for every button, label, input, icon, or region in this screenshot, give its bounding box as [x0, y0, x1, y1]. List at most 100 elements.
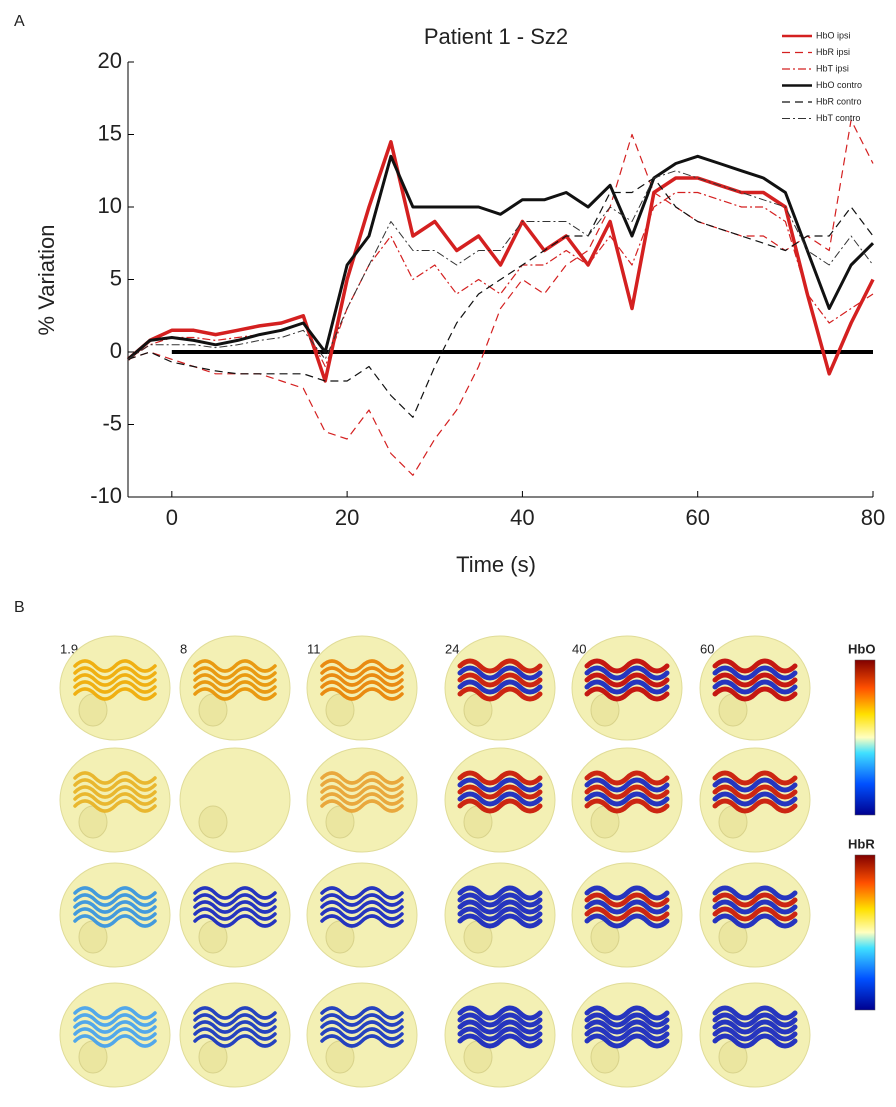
activation — [584, 913, 670, 929]
activation — [712, 686, 798, 702]
activation — [457, 784, 543, 800]
activation — [73, 778, 157, 792]
activation — [457, 906, 543, 922]
data-line — [126, 140, 875, 383]
activation — [584, 899, 670, 915]
activation — [457, 777, 543, 793]
activation — [584, 679, 670, 695]
x-tick-label: 60 — [685, 505, 709, 530]
activation — [73, 900, 157, 914]
activation — [193, 666, 277, 680]
time-label: 8 — [180, 641, 187, 656]
activation — [712, 777, 798, 793]
activation — [193, 1020, 277, 1034]
colorbar-title: HbR — [848, 836, 875, 851]
activation — [584, 892, 670, 908]
colorbar-title: HbO — [848, 641, 875, 656]
activation — [584, 906, 670, 922]
panel-label: A — [14, 13, 25, 30]
activation — [73, 1013, 157, 1027]
legend-label: HbO ipsi — [816, 30, 851, 40]
activation — [712, 798, 798, 814]
activation — [320, 687, 404, 701]
activation — [320, 1020, 404, 1034]
activation — [457, 672, 543, 688]
activation — [712, 1026, 798, 1042]
legend-label: HbR ipsi — [816, 47, 850, 57]
data-line — [127, 177, 874, 418]
activation — [712, 672, 798, 688]
activation — [457, 1026, 543, 1042]
activation — [457, 885, 543, 901]
activation — [193, 1034, 277, 1048]
activation — [457, 770, 543, 786]
activation — [457, 1012, 543, 1028]
activation — [320, 1013, 404, 1027]
activation — [320, 1027, 404, 1041]
panel-label: B — [14, 599, 25, 616]
chart-title: Patient 1 - Sz2 — [424, 24, 568, 49]
activation — [73, 666, 157, 680]
activation — [712, 1005, 798, 1021]
x-tick-label: 20 — [335, 505, 359, 530]
activation — [73, 893, 157, 907]
y-tick-label: 0 — [110, 338, 122, 363]
activation — [73, 785, 157, 799]
activation — [193, 687, 277, 701]
brain-maps: 1.9 8 11 24 40 60 HbO HbR — [59, 635, 876, 1088]
activation — [193, 914, 277, 928]
activation — [320, 886, 404, 900]
activation — [457, 665, 543, 681]
y-tick-label: 15 — [98, 120, 122, 145]
activation — [584, 1033, 670, 1049]
activation — [193, 1013, 277, 1027]
activation — [584, 1005, 670, 1021]
activation — [712, 784, 798, 800]
activation — [193, 886, 277, 900]
data-line — [127, 119, 874, 476]
activation — [193, 907, 277, 921]
activation — [320, 778, 404, 792]
y-tick-label: 10 — [98, 193, 122, 218]
activation — [320, 771, 404, 785]
activation — [73, 1020, 157, 1034]
activation — [457, 658, 543, 674]
activation — [193, 1027, 277, 1041]
activation — [320, 659, 404, 673]
activation — [73, 771, 157, 785]
colorbar — [854, 854, 876, 1011]
activation — [320, 907, 404, 921]
activation — [320, 680, 404, 694]
activation — [712, 791, 798, 807]
activation — [193, 659, 277, 673]
activation — [457, 1005, 543, 1021]
activation — [457, 686, 543, 702]
time-label: 11 — [307, 641, 321, 656]
activation — [320, 666, 404, 680]
activation — [73, 1006, 157, 1020]
data-line — [127, 170, 874, 360]
legend-label: HbO contro — [816, 80, 862, 90]
activation — [457, 798, 543, 814]
activation — [584, 784, 670, 800]
x-axis-label: Time (s) — [456, 552, 536, 577]
activation — [584, 686, 670, 702]
activation — [712, 1019, 798, 1035]
activation — [457, 791, 543, 807]
activation — [73, 659, 157, 673]
activation — [320, 900, 404, 914]
activation — [712, 913, 798, 929]
x-tick-label: 80 — [861, 505, 885, 530]
activation — [193, 900, 277, 914]
activation — [73, 1034, 157, 1048]
y-tick-label: 20 — [98, 48, 122, 73]
ear — [198, 805, 228, 839]
activation — [193, 893, 277, 907]
activation — [73, 673, 157, 687]
activation — [320, 1034, 404, 1048]
activation — [73, 680, 157, 694]
activation — [712, 770, 798, 786]
activation — [457, 679, 543, 695]
activation — [584, 1019, 670, 1035]
activation — [584, 798, 670, 814]
